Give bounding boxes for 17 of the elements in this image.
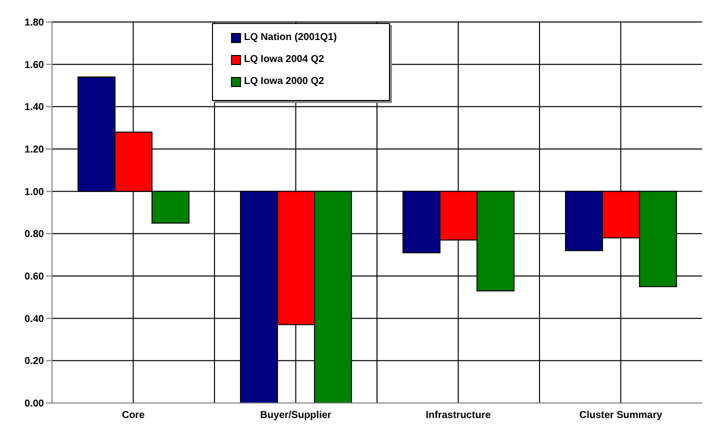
y-tick-label: 0.20 bbox=[24, 356, 44, 368]
legend-label: LQ Iowa 2004 Q2 bbox=[244, 54, 324, 65]
y-tick-label: 0.60 bbox=[24, 272, 44, 283]
x-tick-label: Buyer/Supplier bbox=[260, 410, 332, 422]
y-tick-label: 0.80 bbox=[24, 229, 44, 240]
legend-label: LQ Nation (2001Q1) bbox=[244, 32, 337, 43]
x-tick-label: Cluster Summary bbox=[579, 410, 663, 422]
y-tick-label: 1.00 bbox=[24, 186, 44, 198]
x-tick-label: Core bbox=[122, 410, 146, 422]
y-tick-label: 0.40 bbox=[24, 314, 44, 325]
y-tick-label: 1.40 bbox=[24, 102, 44, 114]
x-tick-label: Infrastructure bbox=[426, 410, 492, 422]
y-tick-label: 0.00 bbox=[24, 398, 44, 410]
y-tick-label: 1.20 bbox=[24, 144, 44, 156]
legend-label: LQ Iowa 2000 Q2 bbox=[244, 76, 324, 87]
y-tick-label: 1.60 bbox=[24, 60, 44, 71]
y-tick-label: 1.80 bbox=[24, 18, 44, 29]
